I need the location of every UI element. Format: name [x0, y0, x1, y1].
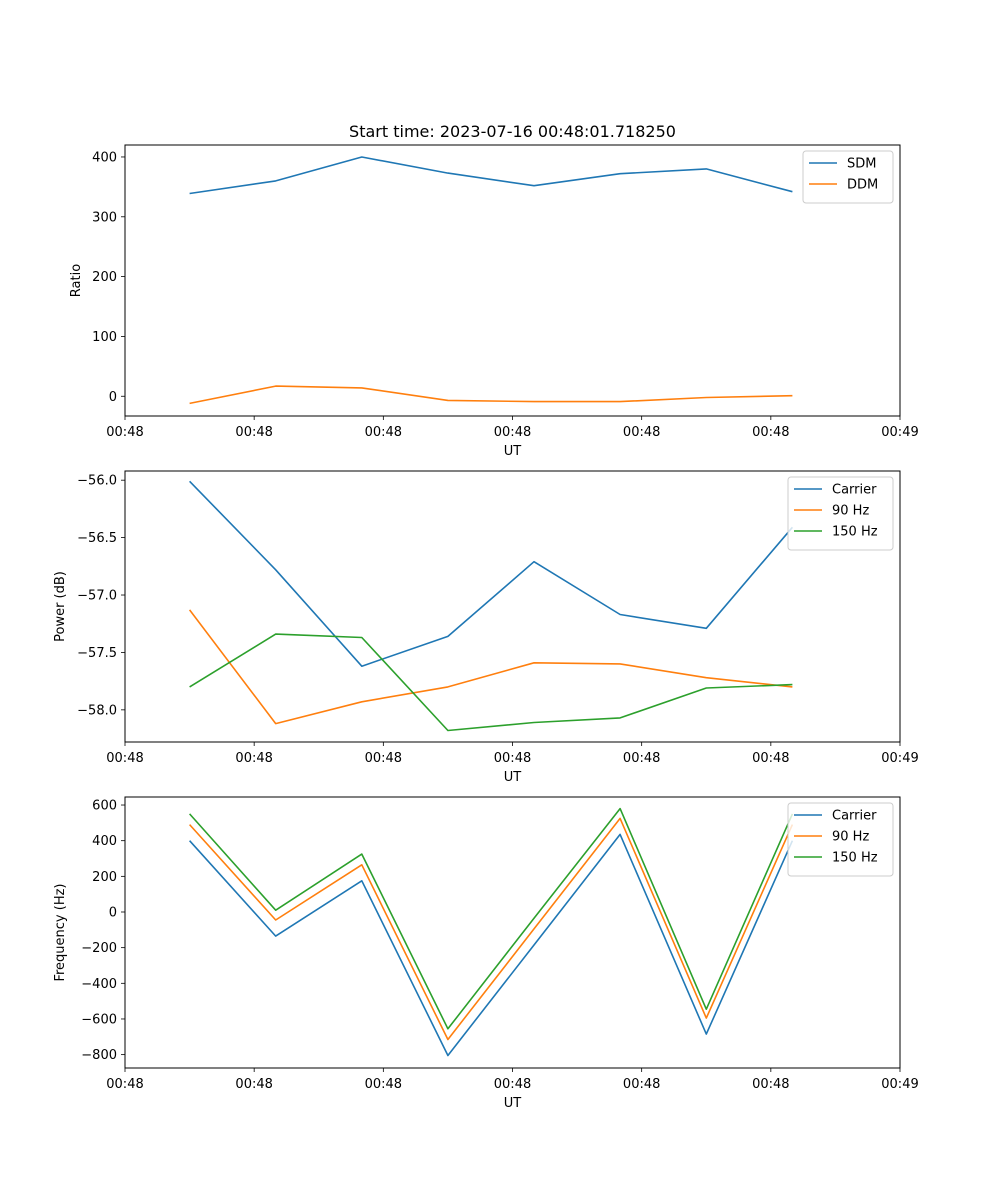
- power-panel: 00:48 00:48 00:48 00:48 00:48 00:48 00:49 −56.0…: [53, 470, 919, 785]
- chart-title: Start time: 2023-07-16 00:48:01.718250: [349, 122, 676, 141]
- x-axis-label: UT: [504, 770, 522, 785]
- ratio-series-line-ddm: [189, 385, 793, 405]
- x-tick-label: 00:48: [623, 751, 660, 766]
- y-tick-label: −57.0: [77, 589, 117, 604]
- y-axis-label: Frequency (Hz): [53, 883, 68, 981]
- y-tick-label: 200: [92, 870, 117, 885]
- y-tick-label: 400: [92, 150, 117, 165]
- power-axes-frame: [124, 470, 901, 743]
- frequency-series-line-90-hz: [189, 817, 794, 1041]
- y-tick-label: 100: [92, 330, 117, 345]
- x-tick-label: 00:48: [494, 751, 531, 766]
- x-tick-label: 00:48: [623, 425, 660, 440]
- legend-entry-label: 90 Hz: [832, 830, 869, 845]
- ratio-series-group: [189, 156, 793, 405]
- y-tick-label: −800: [81, 1048, 117, 1063]
- frequency-panel: 00:48 00:48 00:48 00:48 00:48 00:48 00:49 600 40…: [53, 796, 919, 1111]
- x-tick-label: 00:48: [752, 1077, 789, 1092]
- x-tick-label: 00:48: [365, 1077, 402, 1092]
- x-tick-label: 00:48: [494, 425, 531, 440]
- x-tick-label: 00:49: [881, 751, 918, 766]
- x-tick-label: 00:49: [881, 1077, 918, 1092]
- x-axis-label: UT: [504, 444, 522, 459]
- x-tick-label: 00:48: [106, 1077, 143, 1092]
- y-tick-label: −56.0: [77, 474, 117, 489]
- y-tick-label: −200: [81, 941, 117, 956]
- legend-entry-label: 150 Hz: [832, 525, 878, 540]
- x-tick-label: 00:48: [106, 425, 143, 440]
- ratio-legend: SDM DDM: [802, 150, 894, 204]
- x-tick-label: 00:48: [365, 751, 402, 766]
- x-tick-label: 00:48: [106, 751, 143, 766]
- legend-entry-label: Carrier: [832, 483, 877, 498]
- power-legend: Carrier 90 Hz 150 Hz: [787, 476, 894, 551]
- x-tick-label: 00:48: [623, 1077, 660, 1092]
- y-tick-label: −400: [81, 977, 117, 992]
- power-series-line-150-hz: [189, 633, 793, 732]
- frequency-series-group: [189, 807, 794, 1057]
- frequency-legend: Carrier 90 Hz 150 Hz: [787, 802, 894, 877]
- x-tick-label: 00:48: [752, 751, 789, 766]
- x-tick-label: 00:48: [235, 425, 272, 440]
- frequency-series-line-150-hz: [189, 807, 794, 1030]
- y-tick-label: −57.5: [77, 646, 117, 661]
- y-axis-label: Ratio: [69, 264, 84, 297]
- x-tick-label: 00:48: [235, 1077, 272, 1092]
- y-axis-label: Power (dB): [53, 571, 68, 642]
- legend-entry-label: 150 Hz: [832, 851, 878, 866]
- x-tick-label: 00:48: [365, 425, 402, 440]
- y-tick-label: 0: [109, 905, 117, 920]
- x-tick-label: 00:48: [494, 1077, 531, 1092]
- legend-entry-label: 90 Hz: [832, 504, 869, 519]
- y-tick-label: 300: [92, 210, 117, 225]
- y-tick-label: −58.0: [77, 703, 117, 718]
- y-tick-label: 200: [92, 270, 117, 285]
- legend-entry-label: SDM: [847, 157, 876, 172]
- y-tick-label: 400: [92, 834, 117, 849]
- y-tick-label: 600: [92, 799, 117, 814]
- power-series-group: [188, 480, 794, 732]
- x-axis-label: UT: [504, 1096, 522, 1111]
- frequency-axes-frame: [124, 796, 901, 1069]
- legend-entry-label: DDM: [847, 178, 878, 193]
- ratio-series-line-sdm: [189, 156, 793, 195]
- x-tick-label: 00:48: [752, 425, 789, 440]
- x-tick-label: 00:48: [235, 751, 272, 766]
- y-tick-label: 0: [109, 390, 117, 405]
- y-tick-label: −600: [81, 1012, 117, 1027]
- ratio-panel: Start time: 2023-07-16 00:48:01.71825000…: [69, 122, 919, 459]
- legend-frame: [802, 150, 894, 204]
- x-tick-label: 00:49: [881, 425, 918, 440]
- y-tick-label: −56.5: [77, 531, 117, 546]
- frequency-series-line-carrier: [189, 833, 794, 1057]
- power-series-line-carrier: [189, 480, 794, 668]
- power-series-line-90-hz: [188, 609, 793, 725]
- legend-entry-label: Carrier: [832, 809, 877, 824]
